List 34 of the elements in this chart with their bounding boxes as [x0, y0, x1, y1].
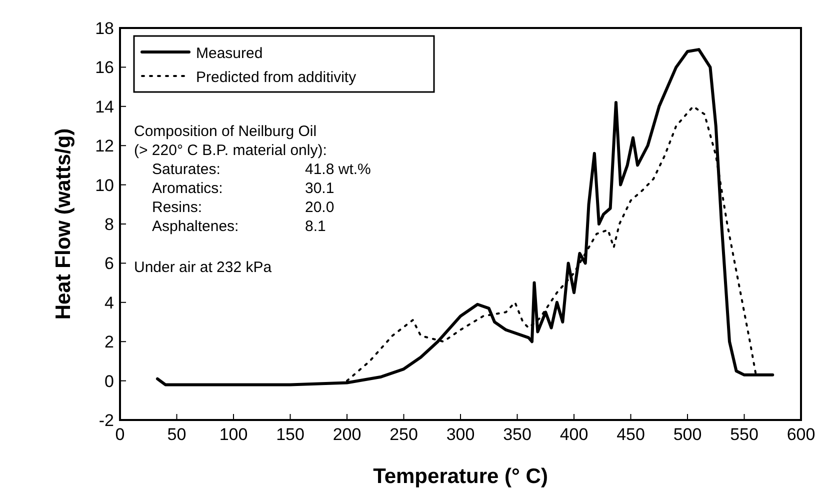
x-tick-label: 50 — [167, 425, 186, 444]
y-tick-label: 2 — [104, 332, 114, 352]
y-tick-label: 8 — [104, 215, 114, 234]
text: Resins: 20.0 — [152, 199, 334, 216]
y-axis-title: Heat Flow (watts/g) — [52, 128, 75, 320]
x-tick-label: 550 — [730, 425, 758, 444]
y-tick-label: 6 — [104, 254, 114, 274]
x-tick-label: 150 — [276, 425, 304, 444]
x-tick-label: 200 — [332, 425, 362, 444]
x-tick-label: 500 — [673, 425, 702, 444]
x-tick-label: 400 — [560, 425, 588, 444]
x-tick-label: 600 — [786, 425, 816, 444]
legend-label: Predicted from additivity — [196, 69, 357, 86]
x-axis-title: Temperature (° C) — [373, 465, 548, 488]
annotation: Composition of Neilburg Oil — [134, 123, 317, 140]
x-tick-label: 450 — [616, 425, 645, 444]
y-tick-label: 4 — [104, 293, 114, 312]
x-tick-label: 350 — [503, 425, 532, 444]
annotation: (> 220° C B.P. material only): — [134, 142, 327, 159]
y-tick-label: 0 — [104, 372, 114, 391]
y-tick-label: -2 — [98, 411, 114, 430]
x-tick-label: 100 — [219, 425, 248, 444]
x-tick-label: 300 — [446, 425, 475, 444]
x-tick-label: 250 — [390, 425, 418, 444]
y-tick-label: 10 — [95, 176, 114, 195]
legend-label: Measured — [196, 45, 263, 62]
text: Asphaltenes: 8.1 — [152, 218, 326, 235]
y-tick-label: 12 — [95, 136, 114, 156]
text: Aromatics: 30.1 — [152, 180, 334, 197]
y-tick-label: 14 — [95, 97, 114, 116]
y-tick-label: 16 — [95, 58, 114, 78]
y-tick-label: 18 — [95, 19, 114, 38]
annotation: Under air at 232 kPa — [134, 259, 272, 276]
text: Saturates: 41.8 wt.% — [152, 161, 371, 178]
